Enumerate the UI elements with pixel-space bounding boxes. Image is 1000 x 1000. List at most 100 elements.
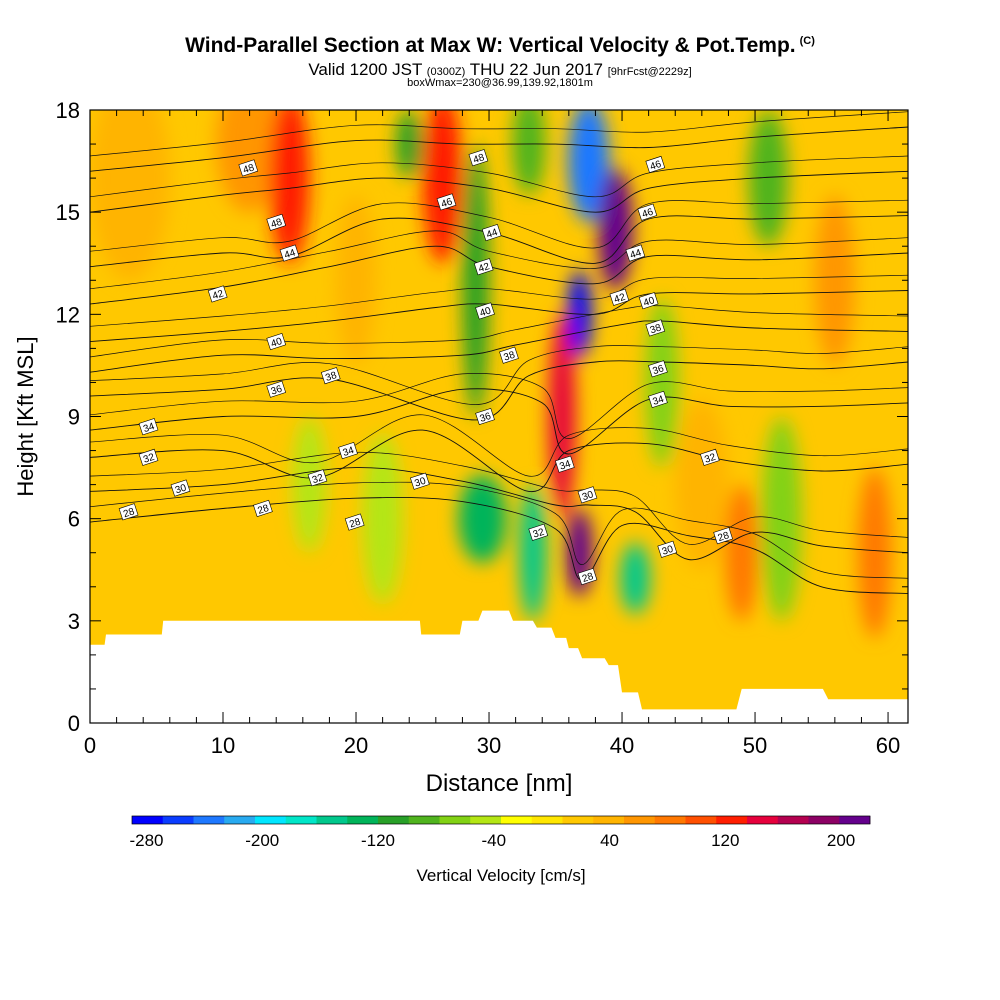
contour-label: 34: [651, 394, 665, 408]
contour-label-box: [699, 448, 720, 466]
velocity-feature: [519, 484, 547, 621]
contour-label: 28: [717, 530, 731, 544]
theta-contour: [90, 467, 908, 560]
contour-label-box: [320, 367, 341, 385]
colorbar-swatch: [132, 816, 164, 824]
x-tick-label: 60: [876, 733, 900, 758]
x-axis-label: Distance [nm]: [426, 770, 573, 797]
velocity-feature: [645, 297, 679, 468]
theta-contour-minor: [90, 230, 908, 290]
colorbar-swatch: [747, 816, 779, 824]
colorbar-swatch: [408, 816, 440, 824]
contour-label: 32: [142, 452, 156, 466]
valid-prefix: Valid 1200 JST: [308, 60, 423, 79]
velocity-core: [568, 110, 610, 223]
contour-label: 46: [440, 196, 454, 210]
colorbar-tick-label: 40: [600, 831, 619, 850]
contour-label-box: [473, 258, 494, 276]
contour-label-box: [609, 288, 630, 306]
contour-label: 36: [270, 384, 284, 398]
colorbar-swatch: [562, 816, 594, 824]
y-tick-label: 3: [68, 609, 80, 634]
contour-label-box: [410, 472, 430, 490]
theta-contour-minor: [90, 199, 908, 252]
colorbar-swatch: [624, 816, 656, 824]
velocity-field: [90, 110, 892, 638]
contour-label: 34: [142, 421, 156, 435]
terrain: [90, 610, 908, 724]
contour-label: 32: [311, 472, 325, 486]
theta-contour-minor: [90, 451, 908, 545]
colorbar-swatch: [439, 816, 471, 824]
velocity-feature: [362, 433, 403, 604]
contour-label: 42: [211, 288, 225, 302]
contour-label: 40: [642, 295, 656, 309]
contour-label-box: [648, 390, 668, 409]
contour-label: 30: [413, 476, 427, 490]
velocity-feature: [761, 416, 802, 621]
colorbar-tick-label: 120: [711, 831, 739, 850]
contour-label-box: [436, 193, 457, 211]
contour-label-box: [253, 499, 273, 518]
contour-label-box: [170, 479, 191, 497]
contour-label-box: [577, 568, 598, 586]
colorbar-swatch: [378, 816, 410, 824]
y-tick-label: 6: [68, 507, 80, 532]
colorbar: -280 -200 -120 -40 40 120 200 Vertical Velocity…: [129, 815, 871, 885]
colorbar-tick-label: -40: [481, 831, 506, 850]
contour-label-box: [118, 503, 139, 521]
velocity-feature: [292, 416, 327, 553]
colorbar-swatch: [347, 816, 379, 824]
colorbar-swatch: [685, 816, 717, 824]
velocity-feature: [422, 110, 463, 264]
velocity-feature: [395, 110, 423, 179]
colorbar-swatch: [316, 816, 348, 824]
contour-label-box: [207, 285, 228, 303]
velocity-blobs: [90, 110, 892, 638]
valid-utc: (0300Z): [426, 66, 466, 78]
x-axis: 0 10 20 30 40 50 60 Distance [nm]: [84, 110, 900, 797]
contour-label: 48: [242, 162, 256, 176]
contour-label-box: [657, 540, 678, 558]
colorbar-tick-label: -280: [129, 831, 163, 850]
colorbar-tick-label: -200: [245, 831, 279, 850]
contour-label: 36: [479, 411, 493, 425]
colorbar-swatch: [162, 816, 194, 824]
theta-contour-minor: [90, 414, 908, 477]
contour-label: 40: [479, 305, 493, 319]
contour-label-box: [238, 159, 259, 177]
forecast-info: [9hrFcst@2229z]: [607, 66, 692, 78]
theta-contour-minor: [90, 305, 908, 358]
contour-label-box: [475, 407, 495, 426]
theta-contour: [90, 496, 908, 595]
contour-label-box: [645, 155, 666, 174]
theta-contours: [90, 111, 908, 595]
x-tick-label: 30: [477, 733, 501, 758]
contour-label: 38: [324, 370, 338, 384]
contour-label-box: [648, 360, 668, 378]
contour-label-box: [279, 244, 300, 262]
velocity-feature: [512, 110, 546, 196]
contour-label-box: [577, 486, 598, 504]
y-tick-label: 15: [56, 200, 80, 225]
contour-label-box: [138, 418, 159, 436]
velocity-feature: [269, 110, 310, 264]
theta-contour-minor: [90, 155, 908, 198]
y-axis-label: Height [Kft MSL]: [13, 336, 38, 496]
contour-label-box: [645, 319, 666, 337]
colorbar-swatch: [501, 816, 533, 824]
contour-label: 42: [613, 292, 627, 306]
x-tick-label: 40: [610, 733, 634, 758]
colorbar-swatch: [531, 816, 563, 824]
contour-label-box: [338, 441, 358, 460]
contour-label-box: [637, 203, 658, 221]
theta-contour-minor: [90, 481, 908, 579]
contour-label-box: [638, 292, 659, 310]
theta-contour: [90, 170, 908, 213]
colorbar-swatch: [777, 816, 809, 824]
velocity-core: [458, 474, 507, 563]
y-tick-label: 9: [68, 405, 80, 430]
colorbar-tick-label: 200: [827, 831, 855, 850]
